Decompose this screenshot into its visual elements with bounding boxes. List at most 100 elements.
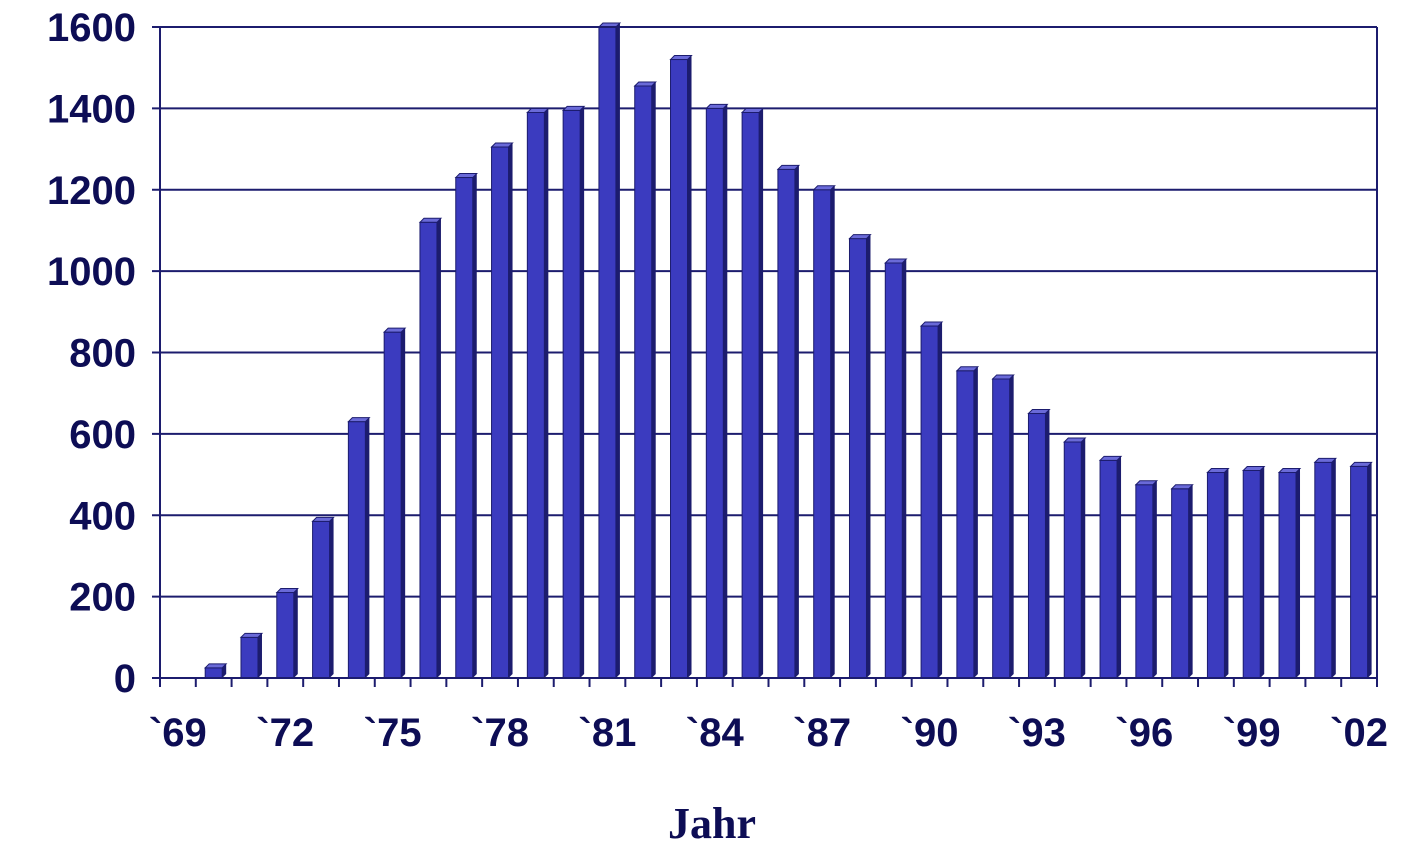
bar <box>276 592 295 679</box>
bar-side <box>902 258 907 678</box>
bar-top <box>490 142 514 148</box>
bars <box>203 22 1373 679</box>
x-tick-label: `99 <box>1223 711 1281 755</box>
bar <box>992 378 1011 679</box>
bar-top <box>884 258 908 264</box>
y-tick-label: 1000 <box>47 250 136 294</box>
bar-side <box>1331 458 1336 678</box>
bar-side <box>866 234 871 678</box>
bar-top <box>1134 480 1159 486</box>
bar <box>312 520 331 679</box>
bar-side <box>1117 456 1122 678</box>
y-tick-labels: 0 200 400 600 800 1000 1200 1400 1600 <box>47 6 136 701</box>
bar-side <box>293 588 298 678</box>
bar-top <box>633 81 657 87</box>
axes <box>159 26 1378 687</box>
bar <box>1350 465 1369 679</box>
bar-side <box>508 143 513 678</box>
bar-side <box>257 633 262 678</box>
y-tick-label: 400 <box>69 494 136 538</box>
bar <box>1314 461 1333 679</box>
bar <box>1099 459 1118 679</box>
bar-top <box>1242 465 1266 471</box>
bar <box>204 667 223 679</box>
bar-top <box>1313 457 1338 463</box>
bar <box>813 189 832 679</box>
bar-top <box>955 366 980 372</box>
bar-top <box>454 173 478 179</box>
bar <box>419 221 438 679</box>
bar-top <box>1170 484 1194 490</box>
y-tick-label: 600 <box>69 413 136 457</box>
bar-top <box>812 185 836 191</box>
x-tick-label: `93 <box>1008 711 1066 755</box>
bar-top <box>418 217 443 223</box>
bar <box>741 111 760 679</box>
x-tick-labels: `69 `72 `75 `78 `81 `84 `87 `90 `93 `96 `99 `02 <box>149 711 1388 755</box>
bar <box>1278 472 1297 679</box>
x-tick-label: `90 <box>901 711 959 755</box>
bar-top <box>1098 455 1123 461</box>
bar-top <box>991 374 1015 380</box>
bar <box>705 107 724 679</box>
bar <box>1242 469 1261 679</box>
bar <box>383 331 402 679</box>
bar-side <box>1260 466 1265 678</box>
bar-top <box>1277 468 1302 474</box>
bar-side <box>580 106 585 679</box>
bar-top <box>705 103 729 109</box>
bar-side <box>1224 468 1229 678</box>
bar-top <box>382 327 407 333</box>
bar-top <box>347 417 371 423</box>
bar-side <box>1296 468 1301 678</box>
bar <box>526 111 545 679</box>
bar-top <box>919 321 944 327</box>
bar <box>1171 488 1190 679</box>
bar <box>598 26 617 679</box>
bar-side <box>1009 374 1014 678</box>
bar <box>634 85 653 679</box>
x-axis-title: Jahr <box>668 799 756 841</box>
bar-side <box>1367 462 1372 678</box>
bar-top <box>776 164 801 170</box>
bar <box>1027 413 1046 679</box>
bar <box>956 370 975 679</box>
x-tick-label: `78 <box>471 711 529 755</box>
x-tick-label: `72 <box>256 711 314 755</box>
bar <box>670 59 689 679</box>
bar-top <box>1206 468 1230 474</box>
bar-top <box>740 107 765 113</box>
y-tick-label: 0 <box>114 657 136 701</box>
bar-side <box>365 417 370 678</box>
bar-side <box>938 322 943 678</box>
y-tick-label: 1200 <box>47 169 136 213</box>
gridlines <box>152 26 1377 679</box>
bar-side <box>472 173 477 678</box>
x-tick-label: `81 <box>579 711 637 755</box>
bar <box>920 325 939 679</box>
x-tick-label: `02 <box>1330 711 1388 755</box>
bar-side <box>436 218 441 679</box>
bar <box>455 177 474 679</box>
bar <box>347 421 366 679</box>
bar-side <box>1081 438 1086 678</box>
bar <box>240 636 259 679</box>
bar-top <box>526 107 550 113</box>
bar-side <box>1152 480 1157 678</box>
bar-top <box>1349 461 1373 467</box>
bar-top <box>561 105 586 111</box>
bar-top <box>669 55 693 61</box>
bar-side <box>723 104 728 678</box>
y-tick-label: 200 <box>69 576 136 620</box>
bar <box>1135 484 1154 679</box>
bar-top <box>1027 409 1051 415</box>
bar-side <box>615 23 620 678</box>
bar-side <box>759 108 764 679</box>
bar <box>777 168 796 679</box>
bar <box>884 262 903 679</box>
bar-side <box>651 81 656 678</box>
y-tick-label: 800 <box>69 332 136 376</box>
x-tick-label: `69 <box>149 711 207 755</box>
bar <box>1063 441 1082 679</box>
